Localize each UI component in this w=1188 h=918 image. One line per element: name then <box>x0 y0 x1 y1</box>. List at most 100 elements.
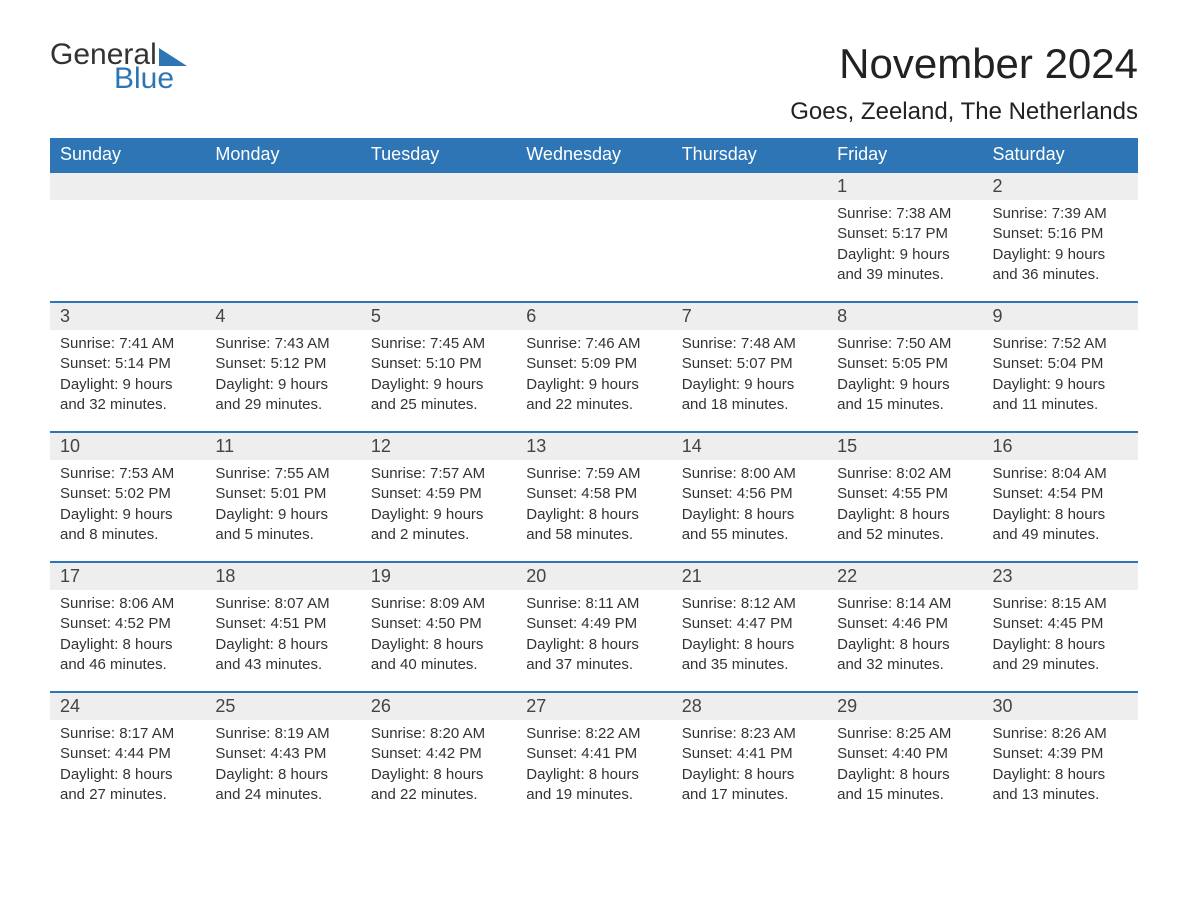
day-sunrise: Sunrise: 7:53 AM <box>60 464 195 484</box>
day-number-cell: 21 <box>672 562 827 590</box>
day-d2: and 19 minutes. <box>526 785 661 805</box>
day-sunrise: Sunrise: 7:50 AM <box>837 334 972 354</box>
day-sunrise: Sunrise: 8:09 AM <box>371 594 506 614</box>
day-body-cell: Sunrise: 8:06 AMSunset: 4:52 PMDaylight:… <box>50 590 205 692</box>
day-d2: and 24 minutes. <box>215 785 350 805</box>
title-month: November 2024 <box>790 40 1138 88</box>
day-sunset: Sunset: 4:42 PM <box>371 744 506 764</box>
day-number-cell: 6 <box>516 302 671 330</box>
day-body-cell: Sunrise: 8:07 AMSunset: 4:51 PMDaylight:… <box>205 590 360 692</box>
day-number-cell: 13 <box>516 432 671 460</box>
day-number-cell: 17 <box>50 562 205 590</box>
day-d2: and 15 minutes. <box>837 395 972 415</box>
day-sunrise: Sunrise: 8:25 AM <box>837 724 972 744</box>
day-sunset: Sunset: 4:51 PM <box>215 614 350 634</box>
day-sunset: Sunset: 4:58 PM <box>526 484 661 504</box>
day-d2: and 55 minutes. <box>682 525 817 545</box>
day-body-cell: Sunrise: 7:45 AMSunset: 5:10 PMDaylight:… <box>361 330 516 432</box>
week-daynum-row: 24252627282930 <box>50 692 1138 720</box>
day-d1: Daylight: 8 hours <box>993 505 1128 525</box>
day-sunrise: Sunrise: 7:52 AM <box>993 334 1128 354</box>
day-sunset: Sunset: 5:05 PM <box>837 354 972 374</box>
day-d2: and 15 minutes. <box>837 785 972 805</box>
day-d1: Daylight: 9 hours <box>682 375 817 395</box>
day-number-cell: 15 <box>827 432 982 460</box>
day-body-cell: Sunrise: 8:02 AMSunset: 4:55 PMDaylight:… <box>827 460 982 562</box>
day-number-cell <box>672 172 827 200</box>
day-sunrise: Sunrise: 7:38 AM <box>837 204 972 224</box>
day-number-cell: 26 <box>361 692 516 720</box>
day-d2: and 37 minutes. <box>526 655 661 675</box>
logo-word2: Blue <box>50 64 187 94</box>
day-body-cell <box>516 200 671 302</box>
day-d2: and 52 minutes. <box>837 525 972 545</box>
day-body-cell <box>672 200 827 302</box>
day-sunset: Sunset: 4:44 PM <box>60 744 195 764</box>
day-body-cell: Sunrise: 7:38 AMSunset: 5:17 PMDaylight:… <box>827 200 982 302</box>
day-sunrise: Sunrise: 8:26 AM <box>993 724 1128 744</box>
day-sunrise: Sunrise: 7:39 AM <box>993 204 1128 224</box>
day-sunset: Sunset: 4:55 PM <box>837 484 972 504</box>
day-d1: Daylight: 8 hours <box>526 505 661 525</box>
logo: General Blue <box>50 40 187 94</box>
day-sunset: Sunset: 4:43 PM <box>215 744 350 764</box>
day-sunrise: Sunrise: 8:12 AM <box>682 594 817 614</box>
day-sunset: Sunset: 4:50 PM <box>371 614 506 634</box>
day-body-cell: Sunrise: 7:39 AMSunset: 5:16 PMDaylight:… <box>983 200 1138 302</box>
day-body-cell: Sunrise: 8:17 AMSunset: 4:44 PMDaylight:… <box>50 720 205 821</box>
day-number-cell: 29 <box>827 692 982 720</box>
day-d1: Daylight: 9 hours <box>371 505 506 525</box>
day-sunset: Sunset: 4:45 PM <box>993 614 1128 634</box>
day-number-cell: 10 <box>50 432 205 460</box>
day-sunset: Sunset: 5:01 PM <box>215 484 350 504</box>
day-body-cell: Sunrise: 8:14 AMSunset: 4:46 PMDaylight:… <box>827 590 982 692</box>
day-d2: and 18 minutes. <box>682 395 817 415</box>
day-body-cell: Sunrise: 8:15 AMSunset: 4:45 PMDaylight:… <box>983 590 1138 692</box>
day-d2: and 11 minutes. <box>993 395 1128 415</box>
day-d2: and 32 minutes. <box>60 395 195 415</box>
day-d1: Daylight: 8 hours <box>837 635 972 655</box>
day-number-cell: 12 <box>361 432 516 460</box>
day-body-cell: Sunrise: 7:41 AMSunset: 5:14 PMDaylight:… <box>50 330 205 432</box>
day-sunrise: Sunrise: 7:46 AM <box>526 334 661 354</box>
day-sunrise: Sunrise: 8:07 AM <box>215 594 350 614</box>
day-sunrise: Sunrise: 7:48 AM <box>682 334 817 354</box>
day-d1: Daylight: 8 hours <box>682 765 817 785</box>
day-d2: and 35 minutes. <box>682 655 817 675</box>
day-d2: and 32 minutes. <box>837 655 972 675</box>
day-sunrise: Sunrise: 8:06 AM <box>60 594 195 614</box>
day-body-cell: Sunrise: 7:43 AMSunset: 5:12 PMDaylight:… <box>205 330 360 432</box>
day-sunset: Sunset: 5:12 PM <box>215 354 350 374</box>
day-body-cell: Sunrise: 7:55 AMSunset: 5:01 PMDaylight:… <box>205 460 360 562</box>
day-body-cell: Sunrise: 7:48 AMSunset: 5:07 PMDaylight:… <box>672 330 827 432</box>
day-d1: Daylight: 8 hours <box>60 635 195 655</box>
day-d1: Daylight: 8 hours <box>993 765 1128 785</box>
day-d1: Daylight: 8 hours <box>837 505 972 525</box>
day-d2: and 8 minutes. <box>60 525 195 545</box>
day-number-cell: 25 <box>205 692 360 720</box>
day-sunset: Sunset: 4:46 PM <box>837 614 972 634</box>
day-body-cell: Sunrise: 8:26 AMSunset: 4:39 PMDaylight:… <box>983 720 1138 821</box>
day-body-cell: Sunrise: 8:22 AMSunset: 4:41 PMDaylight:… <box>516 720 671 821</box>
day-d2: and 58 minutes. <box>526 525 661 545</box>
day-sunset: Sunset: 4:49 PM <box>526 614 661 634</box>
day-d2: and 29 minutes. <box>215 395 350 415</box>
day-d2: and 25 minutes. <box>371 395 506 415</box>
day-d1: Daylight: 8 hours <box>682 635 817 655</box>
day-d2: and 22 minutes. <box>371 785 506 805</box>
day-number-cell: 1 <box>827 172 982 200</box>
day-sunset: Sunset: 4:54 PM <box>993 484 1128 504</box>
day-d1: Daylight: 8 hours <box>215 635 350 655</box>
title-location: Goes, Zeeland, The Netherlands <box>790 98 1138 126</box>
day-sunrise: Sunrise: 8:20 AM <box>371 724 506 744</box>
day-d2: and 13 minutes. <box>993 785 1128 805</box>
day-d1: Daylight: 8 hours <box>526 635 661 655</box>
day-number-cell: 28 <box>672 692 827 720</box>
day-d2: and 49 minutes. <box>993 525 1128 545</box>
day-sunrise: Sunrise: 8:23 AM <box>682 724 817 744</box>
day-sunrise: Sunrise: 8:17 AM <box>60 724 195 744</box>
day-number-cell: 23 <box>983 562 1138 590</box>
day-body-cell: Sunrise: 8:25 AMSunset: 4:40 PMDaylight:… <box>827 720 982 821</box>
day-sunrise: Sunrise: 8:15 AM <box>993 594 1128 614</box>
day-body-cell: Sunrise: 7:53 AMSunset: 5:02 PMDaylight:… <box>50 460 205 562</box>
